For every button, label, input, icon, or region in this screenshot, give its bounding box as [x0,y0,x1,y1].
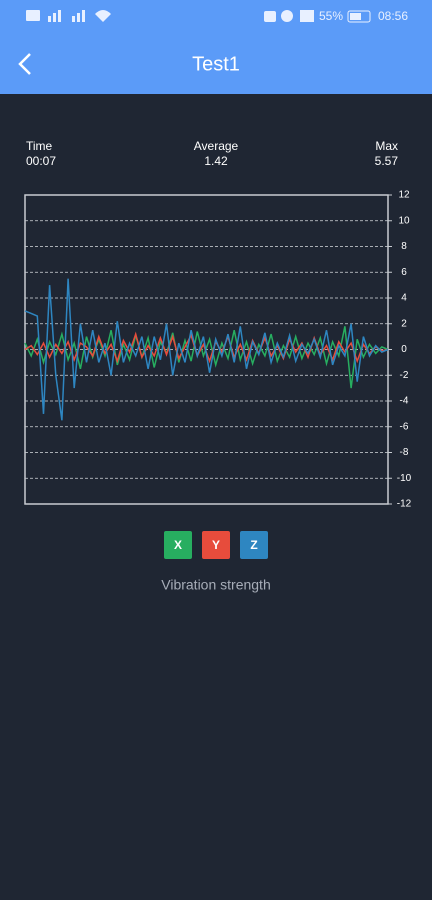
y-tick-label: -12 [397,499,412,510]
y-tick-label: -10 [397,473,412,484]
legend-button[interactable] [202,531,230,559]
legend-label: X [174,538,182,552]
series-line [24,278,389,421]
stat-value: 1.42 [204,154,228,168]
y-tick-label: 8 [401,241,407,252]
battery-icon [347,10,371,23]
legend-label: Y [212,538,220,552]
stat-value: 00:07 [26,154,56,168]
y-tick-label: 10 [398,215,410,226]
legend-button[interactable] [240,531,268,559]
signal-icon [58,10,61,22]
stat-label: Max [375,139,398,153]
y-tick-label: -4 [400,396,409,407]
vibrate-icon [300,10,314,22]
stat-label: Time [26,139,53,153]
status-icons [26,10,371,23]
signal-icon [48,16,51,22]
y-tick-label: 4 [401,293,407,304]
signal-icon [82,10,85,22]
nfc-icon [264,11,276,22]
y-tick-label: 0 [401,344,407,355]
legend-label: Z [250,538,257,552]
stat-value: 5.57 [375,154,399,168]
y-tick-label: -6 [400,421,409,432]
signal-icon [53,13,56,22]
battery-text: 55% [319,9,343,23]
y-tick-label: 2 [401,318,407,329]
battery-level [350,13,361,20]
signal-icon [77,13,80,22]
alarm-icon [281,10,293,22]
y-tick-label: 12 [398,190,410,201]
wifi-icon [95,10,111,22]
sim-icon [26,10,40,21]
y-tick-label: 6 [401,267,407,278]
app-bar [0,0,432,94]
series-line [24,326,389,389]
signal-icon [72,16,75,22]
y-tick-label: -2 [400,370,409,381]
y-tick-label: -8 [400,447,409,458]
page-title: Test1 [192,53,240,75]
back-button[interactable] [18,53,31,75]
caption: Vibration strength [161,577,270,593]
legend-button[interactable] [164,531,192,559]
clock: 08:56 [378,9,408,23]
stat-label: Average [194,139,239,153]
